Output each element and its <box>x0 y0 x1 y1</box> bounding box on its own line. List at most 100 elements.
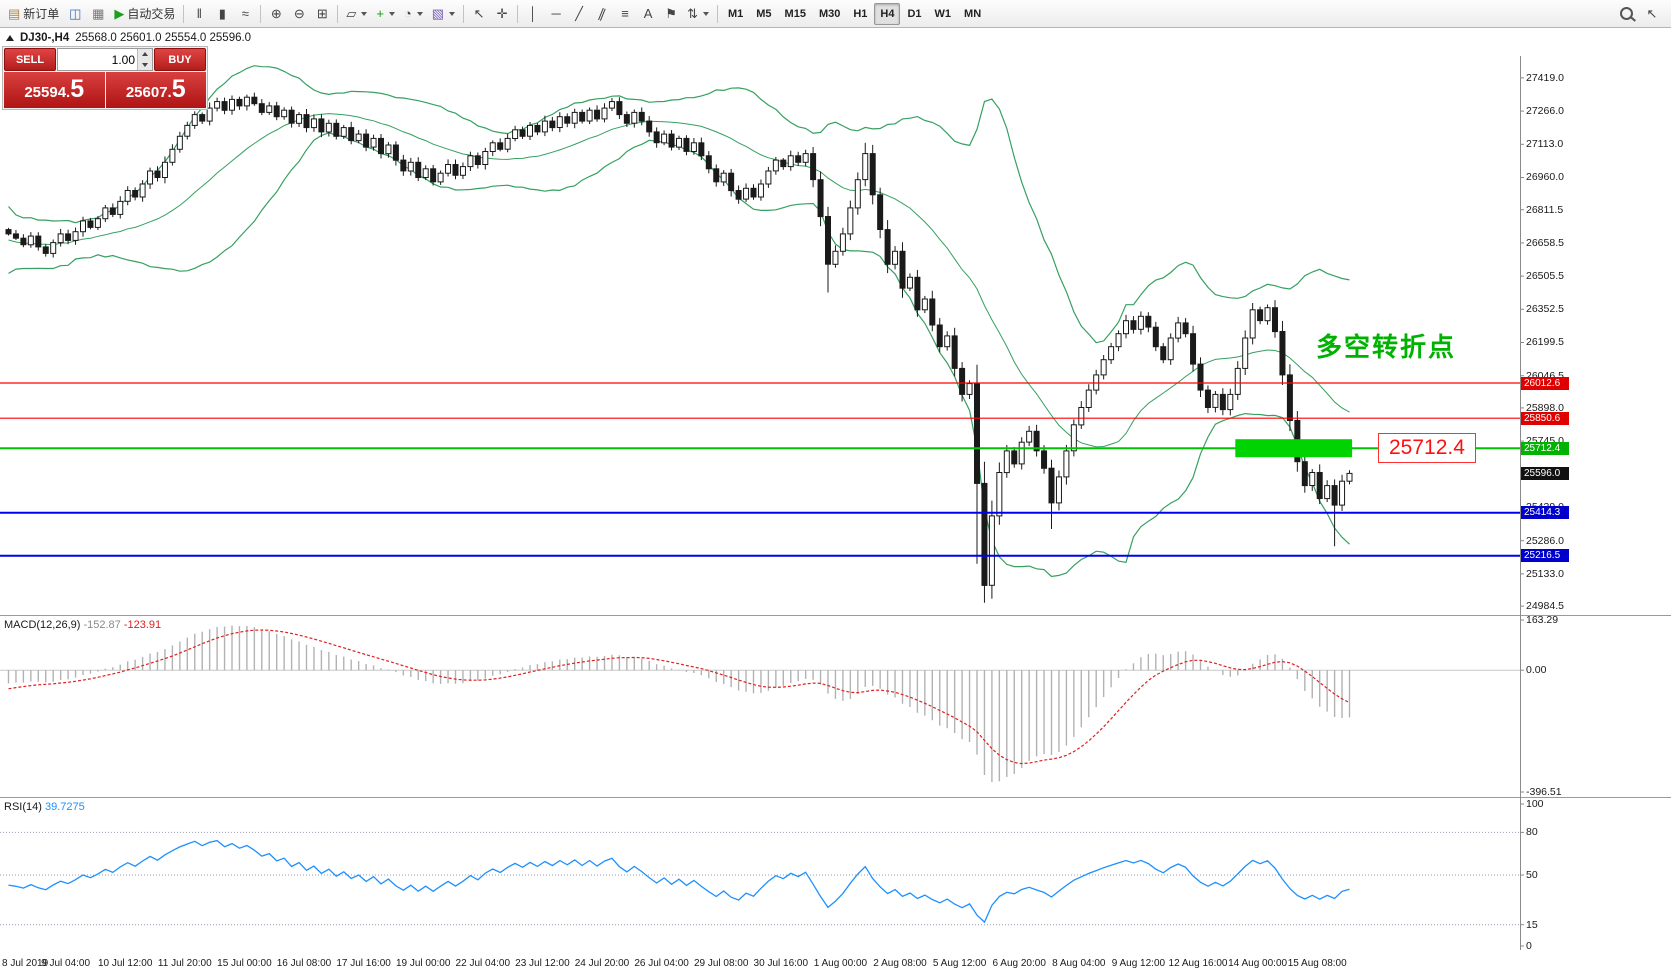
crosshair-button[interactable]: ✛ <box>491 3 513 25</box>
new-order-icon: ▤ <box>8 6 21 21</box>
time-axis-label: 22 Jul 04:00 <box>455 958 511 969</box>
new-order-label: 新订单 <box>23 7 60 21</box>
timeframe-d1-button[interactable]: D1 <box>901 3 927 25</box>
timeframe-m30-button[interactable]: M30 <box>813 3 846 25</box>
time-axis-label: 6 Aug 20:00 <box>992 958 1046 969</box>
volume-increase-button[interactable] <box>138 49 152 60</box>
buy-price[interactable]: 25607. 5 <box>105 72 206 108</box>
line-chart-icon: ≈ <box>241 6 249 21</box>
time-axis-label: 12 Aug 16:00 <box>1168 958 1228 969</box>
time-axis-label: 8 Aug 04:00 <box>1052 958 1106 969</box>
dropdown-caret-icon <box>416 11 423 16</box>
time-axis-label: 15 Aug 08:00 <box>1287 958 1347 969</box>
zoom-in-button[interactable]: ⊕ <box>265 3 287 25</box>
arrows-button[interactable]: ⇅ <box>683 3 713 25</box>
dropdown-caret-icon <box>388 11 395 16</box>
price-chart[interactable] <box>0 28 1671 950</box>
dropdown-caret-icon <box>449 11 456 16</box>
chart-background <box>0 28 1671 950</box>
time-axis-label: 10 Jul 12:00 <box>97 958 153 969</box>
profiles-button[interactable]: ▦ <box>87 3 109 25</box>
crosshair-icon: ✛ <box>496 6 508 21</box>
profiles-icon: ▦ <box>92 6 105 21</box>
text-button[interactable]: A <box>637 3 659 25</box>
sell-price[interactable]: 25594. 5 <box>4 72 105 108</box>
toolbar: ▤ 新订单 ◫ ▦ ▶ 自动交易 ‖ ▮ ≈ ⊕ ⊖ ⊞ ▱ + ◔ ▧ ↖ ✛ │ ─ ╱ ∥ ≡ A ⚑ ⇅ M1 M5 M15 M3… <box>0 0 1671 28</box>
timeframe-m1-button[interactable]: M1 <box>722 3 749 25</box>
new-chart-button[interactable]: ▱ <box>342 3 371 25</box>
zoom-out-button[interactable]: ⊖ <box>288 3 310 25</box>
spin-up-icon <box>142 52 148 57</box>
sell-button[interactable]: SELL <box>4 48 56 71</box>
autotrading-label: 自动交易 <box>127 7 176 21</box>
horizontal-line-button[interactable]: ─ <box>545 3 567 25</box>
price-level-label[interactable]: 25712.4 <box>1378 433 1476 464</box>
one-click-collapse-caret[interactable] <box>6 35 14 41</box>
time-axis-label: 30 Jul 16:00 <box>753 958 809 969</box>
sell-price-big-digit: 5 <box>70 75 85 103</box>
volume-input[interactable] <box>58 49 137 70</box>
fibonacci-icon: ≡ <box>621 6 629 21</box>
fibonacci-button[interactable]: ≡ <box>614 3 636 25</box>
label-icon: ⚑ <box>665 6 677 21</box>
search-icon <box>1619 7 1633 20</box>
timeframe-h1-button[interactable]: H1 <box>847 3 873 25</box>
volume-decrease-button[interactable] <box>138 59 152 70</box>
chart-workspace: DJ30-,H4 25568.0 25601.0 25554.0 25596.0… <box>0 28 1671 969</box>
new-order-button[interactable]: ▤ 新订单 <box>4 3 63 25</box>
indicators-button[interactable]: + <box>372 3 399 25</box>
rsi-line <box>8 839 1350 924</box>
timeframe-mn-button[interactable]: MN <box>958 3 987 25</box>
volume-control <box>57 48 153 71</box>
vertical-line-button[interactable]: │ <box>522 3 544 25</box>
vertical-line-icon: │ <box>529 6 538 21</box>
timeframe-m15-button[interactable]: M15 <box>779 3 812 25</box>
time-axis-label: 29 Jul 08:00 <box>693 958 749 969</box>
timeframe-h4-button[interactable]: H4 <box>874 2 901 25</box>
templates-icon: ▧ <box>431 6 445 21</box>
templates-button[interactable]: ▧ <box>428 3 459 25</box>
turning-zone-rectangle[interactable] <box>1235 439 1353 458</box>
candles-layer <box>5 92 1353 603</box>
spin-down-icon <box>142 62 148 67</box>
periods-button[interactable]: ◔ <box>400 3 427 25</box>
time-axis-label: 16 Jul 08:00 <box>276 958 332 969</box>
channel-button[interactable]: ∥ <box>591 3 613 25</box>
time-axis-label: 9 Aug 12:00 <box>1111 958 1166 969</box>
dropdown-caret-icon <box>361 11 368 16</box>
buy-price-big-digit: 5 <box>171 75 186 103</box>
time-axis-label: 11 Jul 20:00 <box>157 958 212 969</box>
timeframe-m5-button[interactable]: M5 <box>750 3 777 25</box>
buy-button[interactable]: BUY <box>154 48 206 71</box>
line-chart-button[interactable]: ≈ <box>234 3 256 25</box>
zoom-out-icon: ⊖ <box>293 6 305 21</box>
autotrading-button[interactable]: ▶ 自动交易 <box>110 3 179 25</box>
time-axis-label: 5 Aug 12:00 <box>932 958 987 969</box>
horizontal-line-icon: ─ <box>551 6 561 21</box>
periods-icon: ◔ <box>403 6 412 21</box>
candlestick-chart-icon: ▮ <box>218 6 226 21</box>
timeframe-w1-button[interactable]: W1 <box>929 3 958 25</box>
trend-line-button[interactable]: ╱ <box>568 3 590 25</box>
time-axis-label: 23 Jul 12:00 <box>515 958 570 969</box>
label-button[interactable]: ⚑ <box>660 3 682 25</box>
toolbar-separator <box>260 4 262 23</box>
time-axis-label: 8 Jul 2019 <box>2 958 49 969</box>
toolbar-separator <box>463 4 465 23</box>
candlestick-chart-button[interactable]: ▮ <box>211 3 233 25</box>
toolbar-separator <box>517 4 519 23</box>
pointer-button[interactable]: ↖ <box>1641 3 1663 25</box>
chart-window-button[interactable]: ◫ <box>64 3 86 25</box>
toolbar-separator <box>716 4 718 23</box>
tile-windows-button[interactable]: ⊞ <box>311 3 333 25</box>
search-button[interactable] <box>1615 3 1637 25</box>
sell-price-main: 25594. <box>24 84 71 101</box>
cursor-button[interactable]: ↖ <box>468 3 490 25</box>
bar-chart-button[interactable]: ‖ <box>188 3 210 25</box>
one-click-trading-panel: SELL BUY 25594.5 25607.5 <box>2 46 208 110</box>
bar-chart-icon: ‖ <box>196 6 203 21</box>
time-axis-label: 24 Jul 20:00 <box>574 958 630 969</box>
turning-point-annotation[interactable]: 多空转折点 <box>1316 332 1457 363</box>
time-axis-label: 19 Jul 00:00 <box>395 958 451 969</box>
time-axis-label: 26 Jul 04:00 <box>634 958 689 969</box>
